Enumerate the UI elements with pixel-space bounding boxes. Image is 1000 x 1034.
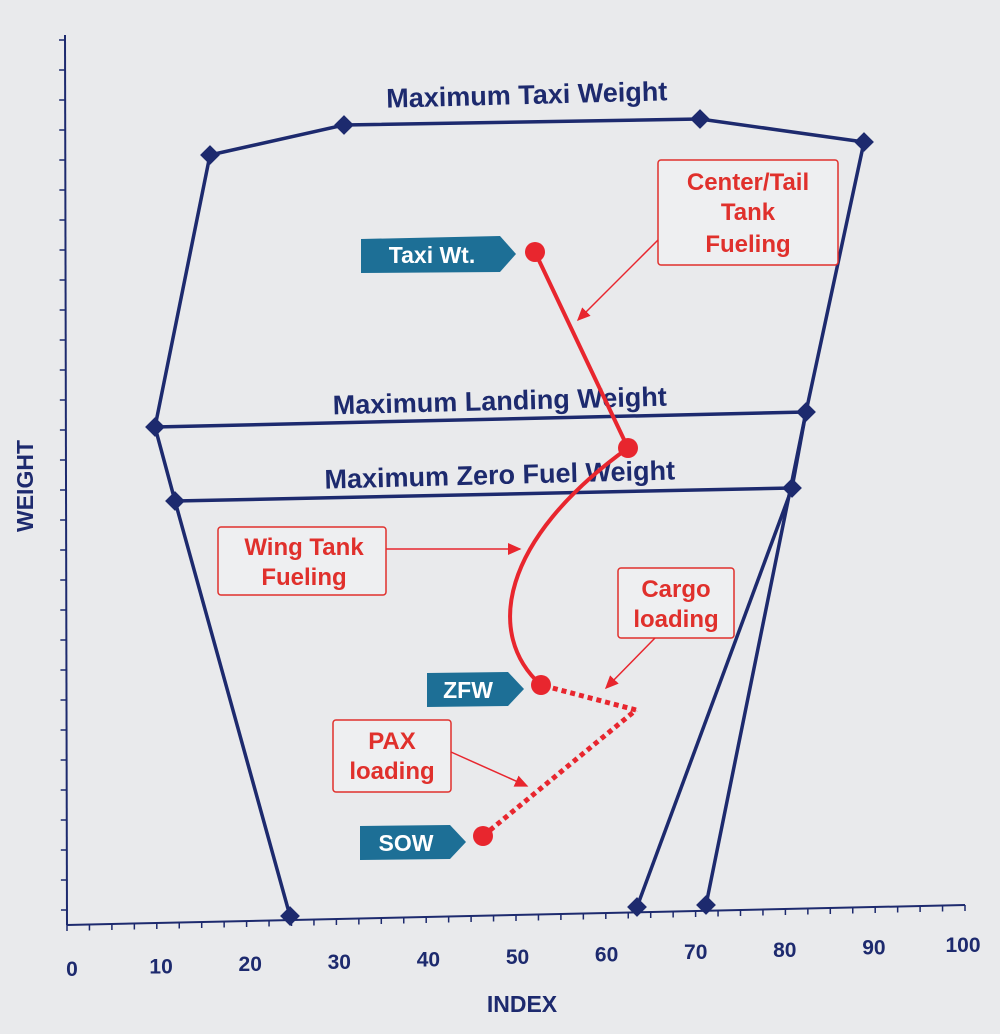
y-axis-ticks [59, 39, 67, 911]
zfw-point [531, 675, 551, 695]
taxi-weight-tag-text: Taxi Wt. [389, 242, 475, 268]
envelope-left-lower [173, 500, 292, 917]
x-tick-label: 40 [417, 948, 440, 971]
max-zero-fuel-weight-label: Maximum Zero Fuel Weight [324, 455, 675, 494]
envelope-right-lower-a [635, 487, 794, 908]
taxi-weight-point [525, 242, 545, 262]
taxi-weight-tag: Taxi Wt. [361, 236, 516, 273]
x-tick-label: 80 [773, 939, 796, 962]
vertex-marker [165, 491, 185, 511]
cargo-callout-arrow [604, 637, 656, 690]
x-axis-tick-labels: 0 10 20 30 40 50 60 70 80 90 100 [66, 934, 980, 981]
pax-callout-arrow [450, 751, 529, 787]
wing-tank-callout-line1: Wing Tank [244, 534, 364, 561]
vertex-marker [145, 417, 165, 437]
center-tail-callout-line1: Center/Tail [687, 169, 809, 196]
vertex-marker [690, 109, 710, 129]
pax-callout-line2: loading [349, 758, 434, 785]
y-axis-line [64, 34, 68, 926]
landing-point [618, 438, 638, 458]
x-tick-label: 70 [684, 941, 707, 964]
wing-tank-fueling-segment [508, 446, 630, 687]
pax-loading-segment [481, 708, 638, 838]
max-zero-fuel-weight-line [174, 486, 793, 503]
zfw-tag-text: ZFW [443, 677, 493, 703]
vertex-marker [782, 478, 802, 498]
x-axis-title: INDEX [487, 991, 558, 1017]
center-tail-callout-arrow [576, 239, 659, 322]
y-axis-title: WEIGHT [12, 440, 38, 532]
x-tick-label: 50 [506, 946, 529, 969]
x-tick-label: 10 [149, 956, 172, 979]
x-tick-label: 60 [595, 944, 618, 967]
vertex-marker [200, 145, 220, 165]
x-tick-label: 100 [945, 934, 980, 957]
max-landing-weight-label: Maximum Landing Weight [332, 382, 667, 421]
cargo-callout-line1: Cargo [641, 576, 710, 603]
max-taxi-weight-label: Maximum Taxi Weight [386, 76, 668, 113]
vertex-marker [627, 897, 647, 917]
center-tail-fueling-callout: Center/Tail Tank Fueling [576, 159, 839, 322]
x-tick-label: 0 [66, 958, 78, 981]
x-tick-label: 30 [328, 951, 351, 974]
vertex-marker [280, 906, 300, 926]
x-tick-label: 20 [239, 953, 262, 976]
sow-point [473, 826, 493, 846]
pax-loading-callout: PAX loading [332, 719, 529, 793]
sow-tag: SOW [360, 825, 466, 860]
envelope-left-mid [153, 426, 177, 502]
vertex-marker [796, 402, 816, 422]
cargo-callout-line2: loading [633, 606, 718, 633]
pax-callout-line1: PAX [368, 728, 416, 755]
envelope-left-upper [153, 154, 212, 428]
vertex-marker [854, 132, 874, 152]
loading-path [481, 251, 638, 838]
x-axis-ticks [66, 905, 966, 931]
path-points [473, 242, 638, 846]
x-tick-label: 90 [862, 936, 885, 959]
center-tail-callout-line2: Tank [721, 199, 776, 226]
center-tail-fueling-segment [533, 251, 630, 449]
axes: 0 10 20 30 40 50 60 70 80 90 100 [59, 34, 981, 981]
wing-tank-callout-line2: Fueling [261, 564, 346, 591]
zfw-tag: ZFW [427, 672, 524, 707]
cargo-loading-callout: Cargo loading [604, 567, 735, 690]
envelope-right-upper [804, 141, 866, 413]
wing-tank-fueling-callout: Wing Tank Fueling [217, 526, 522, 596]
cargo-loading-segment [540, 682, 637, 713]
center-tail-callout-line3: Fueling [705, 231, 790, 258]
vertex-marker [696, 895, 716, 915]
max-landing-weight-line [154, 410, 807, 429]
vertex-marker [334, 115, 354, 135]
max-taxi-weight-line [209, 117, 865, 157]
sow-tag-text: SOW [379, 830, 434, 856]
